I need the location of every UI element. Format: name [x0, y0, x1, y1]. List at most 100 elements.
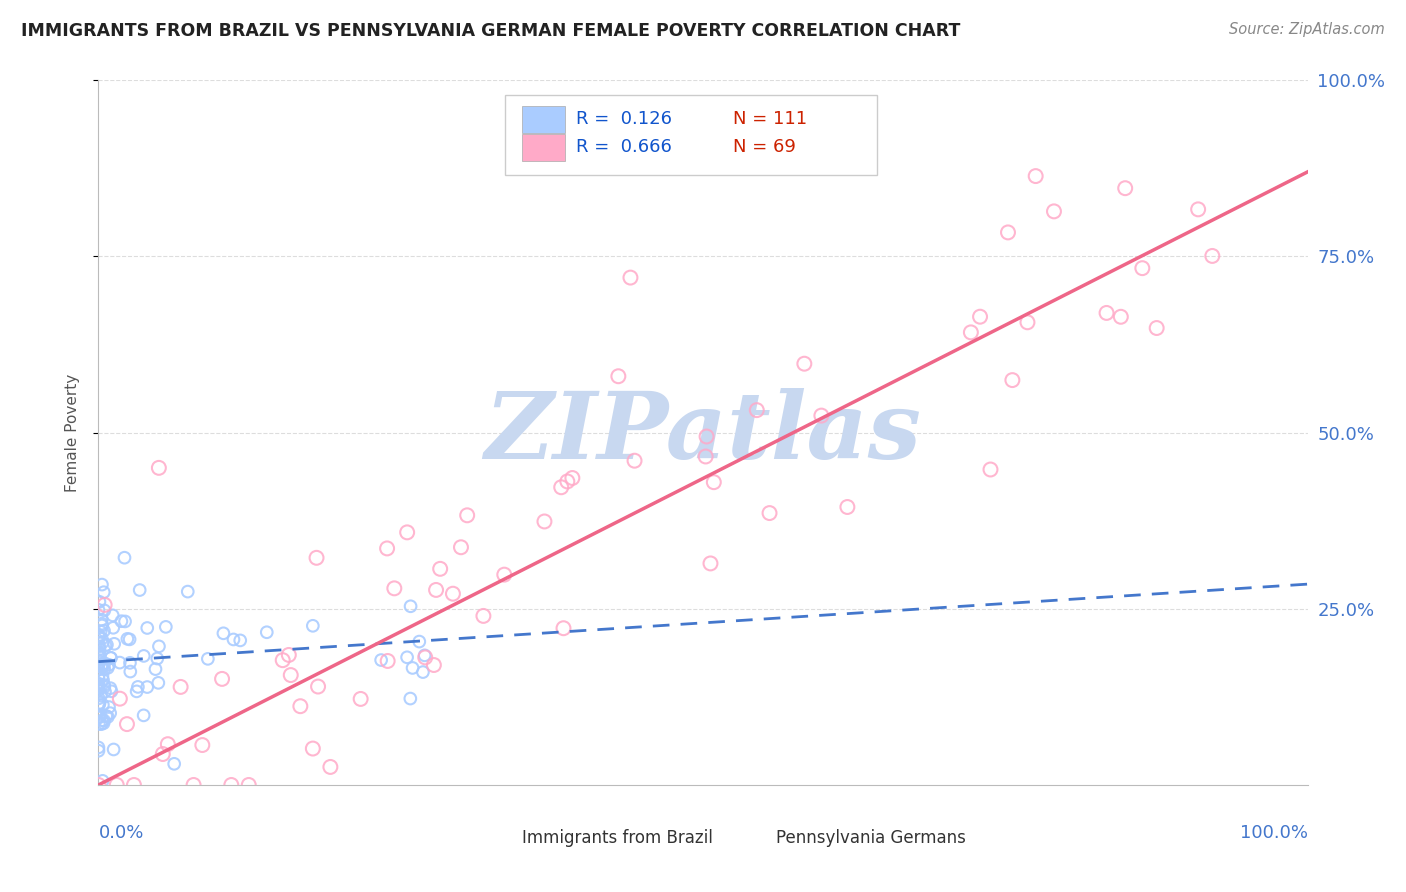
Point [90, 717, 112, 731]
Point [148, 460, 170, 475]
Point [290, 699, 312, 714]
Point [118, 656, 141, 670]
Point [553, 621, 575, 635]
Point [93, 624, 115, 638]
Point [550, 480, 572, 494]
Point [146, 651, 169, 665]
Point [122, 778, 145, 792]
Point [114, 550, 136, 565]
Point [307, 680, 329, 694]
Point [87, 668, 110, 682]
Point [1025, 169, 1047, 183]
Point [1095, 306, 1118, 320]
Point [89, 649, 111, 664]
Point [319, 760, 342, 774]
Text: N = 111: N = 111 [734, 110, 807, 128]
Point [450, 541, 472, 555]
Point [87, 681, 110, 696]
Text: 0.0%: 0.0% [98, 823, 143, 842]
Point [98, 657, 121, 672]
Point [745, 403, 768, 417]
Point [91, 673, 114, 688]
Point [350, 692, 373, 706]
Point [145, 662, 167, 676]
Point [87, 691, 110, 706]
Point [98, 706, 121, 720]
FancyBboxPatch shape [505, 95, 877, 175]
Point [271, 653, 294, 667]
Point [148, 640, 170, 654]
Point [607, 369, 630, 384]
Point [93, 714, 115, 728]
Point [396, 525, 419, 540]
Text: N = 69: N = 69 [734, 138, 796, 156]
Point [810, 409, 832, 423]
Point [132, 648, 155, 663]
Point [1201, 249, 1223, 263]
Point [87, 698, 110, 712]
Point [87, 646, 110, 660]
Point [305, 550, 328, 565]
Point [136, 680, 159, 694]
Point [91, 669, 114, 683]
Text: R =  0.666: R = 0.666 [576, 138, 672, 156]
Point [87, 603, 110, 617]
Point [1043, 204, 1066, 219]
Point [441, 587, 464, 601]
Point [105, 778, 128, 792]
Point [96, 709, 118, 723]
Point [97, 710, 120, 724]
Point [100, 681, 122, 695]
Point [472, 608, 495, 623]
Point [93, 603, 115, 617]
Text: 100.0%: 100.0% [1240, 823, 1308, 842]
Point [425, 582, 447, 597]
Point [87, 657, 110, 672]
Point [100, 651, 122, 665]
Point [89, 649, 111, 664]
Point [302, 741, 325, 756]
FancyBboxPatch shape [522, 105, 565, 133]
Point [87, 630, 110, 644]
Point [93, 585, 115, 599]
Point [87, 683, 110, 698]
Point [87, 740, 110, 755]
Point [87, 676, 110, 690]
Point [90, 632, 112, 646]
Point [703, 475, 725, 490]
Point [94, 684, 117, 698]
Point [93, 656, 115, 670]
Point [90, 613, 112, 627]
Point [1146, 321, 1168, 335]
Point [91, 698, 114, 712]
Point [93, 598, 115, 612]
Point [100, 684, 122, 698]
Point [456, 508, 478, 523]
Point [110, 614, 132, 628]
Point [98, 700, 121, 714]
Point [87, 662, 110, 676]
Point [277, 648, 299, 662]
Point [370, 653, 392, 667]
Point [90, 616, 112, 631]
Point [238, 778, 260, 792]
Point [128, 582, 150, 597]
Point [211, 672, 233, 686]
Point [103, 637, 125, 651]
Point [89, 710, 111, 724]
Point [423, 658, 446, 673]
Point [191, 738, 214, 752]
FancyBboxPatch shape [472, 830, 509, 847]
Point [97, 661, 120, 675]
Point [101, 608, 124, 623]
Point [960, 326, 983, 340]
Point [96, 638, 118, 652]
Point [183, 778, 205, 792]
Point [758, 506, 780, 520]
Point [169, 680, 191, 694]
Point [837, 500, 859, 514]
Point [399, 691, 422, 706]
Point [197, 652, 219, 666]
Point [1114, 181, 1136, 195]
Point [619, 270, 641, 285]
